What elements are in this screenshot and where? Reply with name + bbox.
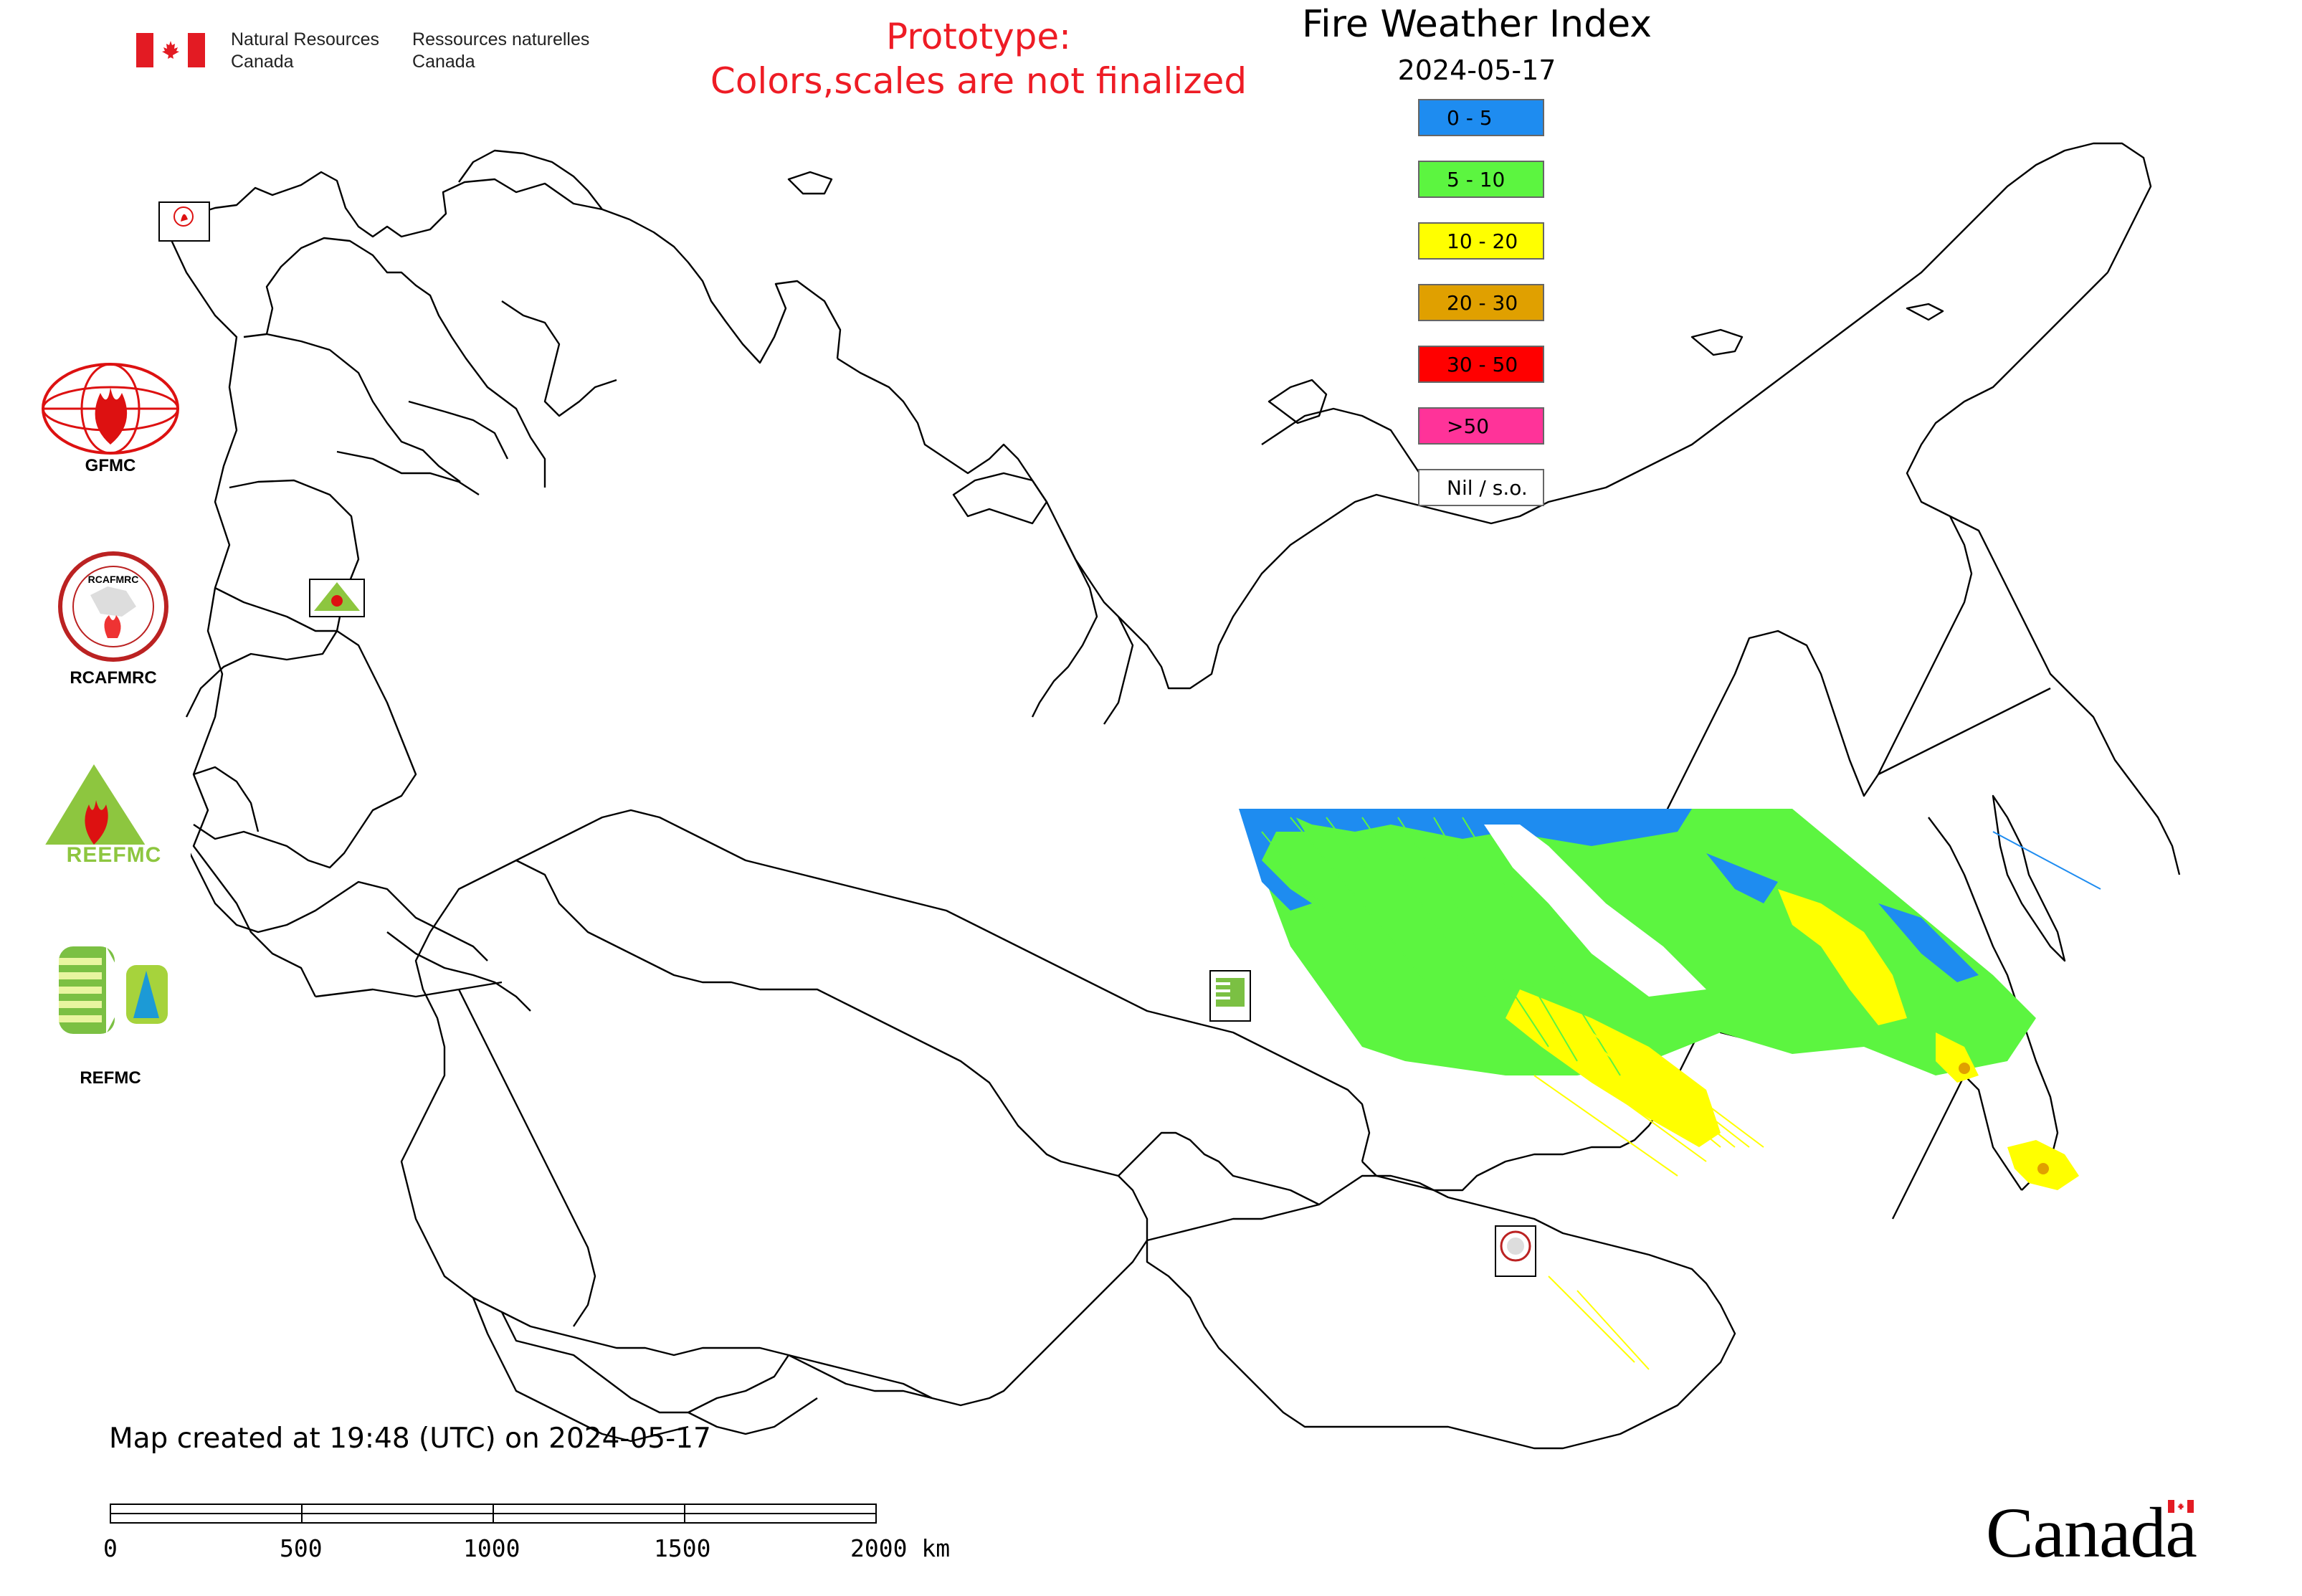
fwi-spot-20-30 bbox=[2037, 1163, 2049, 1174]
tajikistan-border bbox=[688, 1397, 818, 1435]
map-marker-refmc[interactable] bbox=[1209, 970, 1251, 1022]
legend-class-label: 30 - 50 bbox=[1447, 352, 1518, 376]
legend-class-30-50: 30 - 50 bbox=[1418, 346, 1544, 383]
legend-class-label: 5 - 10 bbox=[1447, 167, 1506, 191]
altai-border bbox=[1118, 1131, 1320, 1206]
rcafmrc-logo-text: RCAFMRC bbox=[87, 574, 139, 585]
department-name-en: Natural Resources Canada bbox=[231, 29, 380, 72]
boundaries bbox=[165, 142, 2181, 1450]
japan-sea-coast bbox=[1964, 1075, 2022, 1191]
fwi-region-10-20-b bbox=[1778, 889, 1907, 1025]
finland-border bbox=[265, 237, 546, 488]
fwi-spot-20-30 bbox=[1959, 1063, 1970, 1074]
kola-coast bbox=[458, 149, 603, 210]
prototype-notice-line1: Prototype: bbox=[885, 16, 1072, 57]
refmc-label: REFMC bbox=[80, 1068, 141, 1088]
scale-bar bbox=[110, 1504, 877, 1524]
scale-tick-0: 0 bbox=[103, 1534, 118, 1562]
uzbekistan-border bbox=[500, 1311, 789, 1414]
rcafmrc-logo-icon bbox=[58, 551, 168, 662]
legend-class-0-5: 0 - 5 bbox=[1418, 99, 1544, 136]
wordmark-flag-icon bbox=[2168, 1500, 2194, 1513]
map-marker-rcafmrc[interactable] bbox=[1495, 1225, 1536, 1277]
legend-class-label: 20 - 30 bbox=[1447, 290, 1518, 315]
mongolia-border bbox=[1146, 1174, 1736, 1450]
russia-kazakhstan-border bbox=[515, 809, 1371, 1162]
rcafmrc-label: RCAFMRC bbox=[70, 668, 157, 688]
scale-tick-1500: 1500 bbox=[654, 1534, 711, 1562]
wrangel-island bbox=[1906, 303, 1944, 321]
taymyr bbox=[1261, 407, 1428, 503]
department-name-fr: Ressources naturelles Canada bbox=[412, 29, 590, 72]
white-sea bbox=[501, 300, 617, 417]
estonia-border bbox=[408, 400, 509, 460]
prototype-notice-line2: Colors,scales are not finalized bbox=[710, 60, 1247, 102]
turkey-border bbox=[315, 981, 503, 998]
moldova-border bbox=[193, 766, 260, 832]
baltic-region bbox=[243, 333, 461, 483]
reefmc-logo-text: REEFMC bbox=[66, 843, 162, 867]
new-siberian-islands bbox=[1690, 328, 1744, 356]
sakhalin bbox=[1992, 794, 2066, 962]
legend-date: 2024-05-17 bbox=[1397, 54, 1556, 86]
severnaya-zemlya bbox=[1267, 379, 1328, 424]
scale-tick-1000: 1000 bbox=[463, 1534, 520, 1562]
refmc-logo-icon bbox=[59, 946, 168, 1034]
kamchatka bbox=[1863, 516, 2051, 797]
legend-class-nil: Nil / s.o. bbox=[1418, 469, 1544, 506]
legend-class-label: 0 - 5 bbox=[1447, 105, 1493, 130]
gfmc-label: GFMC bbox=[85, 456, 136, 475]
fwi-region-0-5-a bbox=[1239, 809, 1312, 911]
fwi-region-10-20-a bbox=[1506, 989, 1721, 1147]
legend-title: Fire Weather Index bbox=[1302, 3, 1652, 46]
gydan bbox=[1103, 616, 1134, 725]
legend-class-label: Nil / s.o. bbox=[1447, 475, 1528, 500]
caspian-coast bbox=[457, 989, 596, 1327]
fwi-region-0-5-d bbox=[1878, 903, 1979, 982]
fwi-region-0-5-b bbox=[1276, 809, 1692, 846]
chukotka-coast bbox=[1906, 272, 2108, 689]
map-marker-reefmc[interactable] bbox=[309, 579, 365, 617]
map-created-timestamp: Map created at 19:48 (UTC) on 2024-05-17 bbox=[109, 1422, 711, 1455]
legend-class-label: >50 bbox=[1447, 414, 1490, 438]
prototype-notice: Prototype: Colors,scales are not finaliz… bbox=[631, 14, 1326, 103]
europe-west-edge bbox=[165, 229, 317, 997]
franz-josef-land bbox=[787, 171, 833, 195]
legend-class-gt-50: >50 bbox=[1418, 407, 1544, 445]
novaya-zemlya bbox=[952, 472, 1048, 525]
fwi-region-nil bbox=[1484, 825, 1706, 997]
korea-border bbox=[1891, 1075, 1966, 1220]
government-signature: Natural Resources Canada Ressources natu… bbox=[136, 29, 589, 72]
fwi-raster bbox=[1239, 809, 2101, 1370]
scale-tick-2000: 2000 km bbox=[850, 1534, 951, 1562]
turkmenistan-border bbox=[472, 1297, 689, 1443]
latvia-border bbox=[336, 450, 480, 496]
yamal-peninsula bbox=[1031, 530, 1098, 718]
ukraine-border bbox=[193, 586, 417, 869]
legend-class-10-20: 10 - 20 bbox=[1418, 222, 1544, 260]
scale-tick-500: 500 bbox=[280, 1534, 323, 1562]
black-sea-coast bbox=[185, 845, 488, 961]
fwi-streaks bbox=[1261, 817, 2101, 1370]
legend-class-20-30: 20 - 30 bbox=[1418, 284, 1544, 321]
reefmc-logo-icon bbox=[37, 764, 191, 866]
pacific-coast bbox=[2064, 688, 2181, 875]
fwi-region-0-5-c bbox=[1706, 853, 1778, 903]
canada-flag-icon bbox=[136, 33, 205, 67]
legend-class-5-10: 5 - 10 bbox=[1418, 161, 1544, 198]
canada-wordmark: Canada bbox=[1986, 1493, 2197, 1572]
kazakhstan-border bbox=[400, 859, 1148, 1407]
scandinavia-coast bbox=[166, 171, 842, 364]
legend-class-label: 10 - 20 bbox=[1447, 229, 1518, 253]
gfmc-logo-icon bbox=[42, 363, 179, 455]
map-marker-gfmc[interactable] bbox=[158, 201, 210, 242]
caucasus-border bbox=[386, 931, 531, 1012]
kyrgyzstan-border bbox=[788, 1354, 933, 1400]
